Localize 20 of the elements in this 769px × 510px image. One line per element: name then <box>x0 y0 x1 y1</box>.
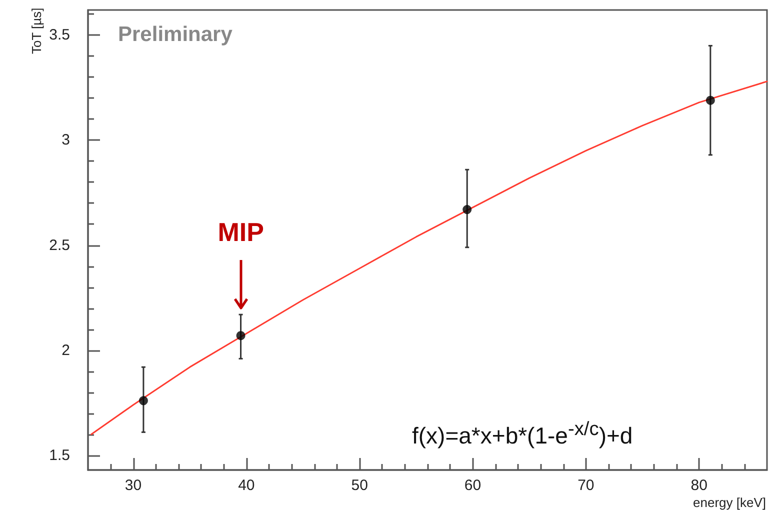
point <box>462 205 472 214</box>
point <box>138 396 148 406</box>
x-tick-label: 80 <box>690 477 708 494</box>
x-tick-label: 40 <box>238 477 255 494</box>
x-tick-label: 60 <box>464 477 482 494</box>
annotation: f(x)=a*x+b*(1-e$^{-x/c}$)+d <box>412 419 633 449</box>
point <box>706 96 715 105</box>
point <box>236 331 246 340</box>
annotation: Preliminary <box>118 23 232 46</box>
y-tick-label: 2.5 <box>49 236 70 254</box>
x-axis-title: energy [keV] <box>693 495 766 510</box>
y-axis-title: ToT [µs] <box>29 8 44 54</box>
y-tick-label: 3.5 <box>49 26 70 44</box>
y-tick-label: 1.5 <box>49 446 70 464</box>
x-tick-label: 50 <box>351 477 368 494</box>
x-tick-label: 70 <box>578 477 594 494</box>
x-tick-label: 30 <box>124 477 142 494</box>
y-tick-label: 3 <box>62 132 70 149</box>
y-tick-label: 2 <box>62 342 70 359</box>
annotation: MIP <box>218 216 264 247</box>
